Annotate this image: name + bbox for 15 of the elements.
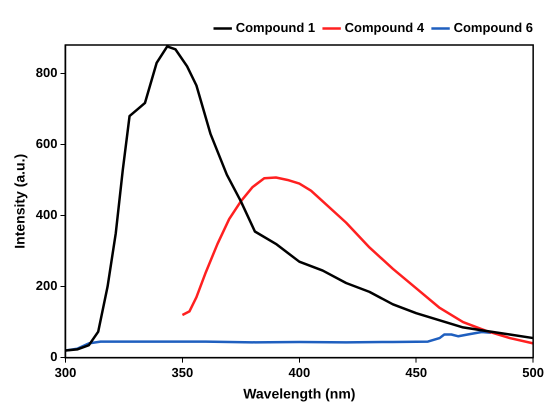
y-axis-title: Intensity (a.u.) bbox=[11, 154, 28, 249]
legend-label: Compound 4 bbox=[344, 20, 425, 36]
legend-label: Compound 1 bbox=[236, 20, 316, 36]
x-axis-title: Wavelength (nm) bbox=[243, 385, 356, 402]
x-tick-label: 400 bbox=[288, 364, 310, 380]
y-tick-label: 200 bbox=[36, 278, 58, 294]
x-tick-label: 450 bbox=[405, 364, 428, 380]
x-tick-label: 350 bbox=[172, 364, 194, 380]
y-tick-label: 800 bbox=[36, 64, 58, 80]
x-tick-label: 500 bbox=[522, 364, 544, 380]
y-tick-label: 0 bbox=[50, 349, 58, 364]
legend-label: Compound 6 bbox=[454, 20, 534, 36]
x-tick-label: 300 bbox=[54, 364, 76, 380]
y-tick-label: 400 bbox=[36, 207, 58, 222]
y-tick-label: 600 bbox=[36, 136, 58, 152]
